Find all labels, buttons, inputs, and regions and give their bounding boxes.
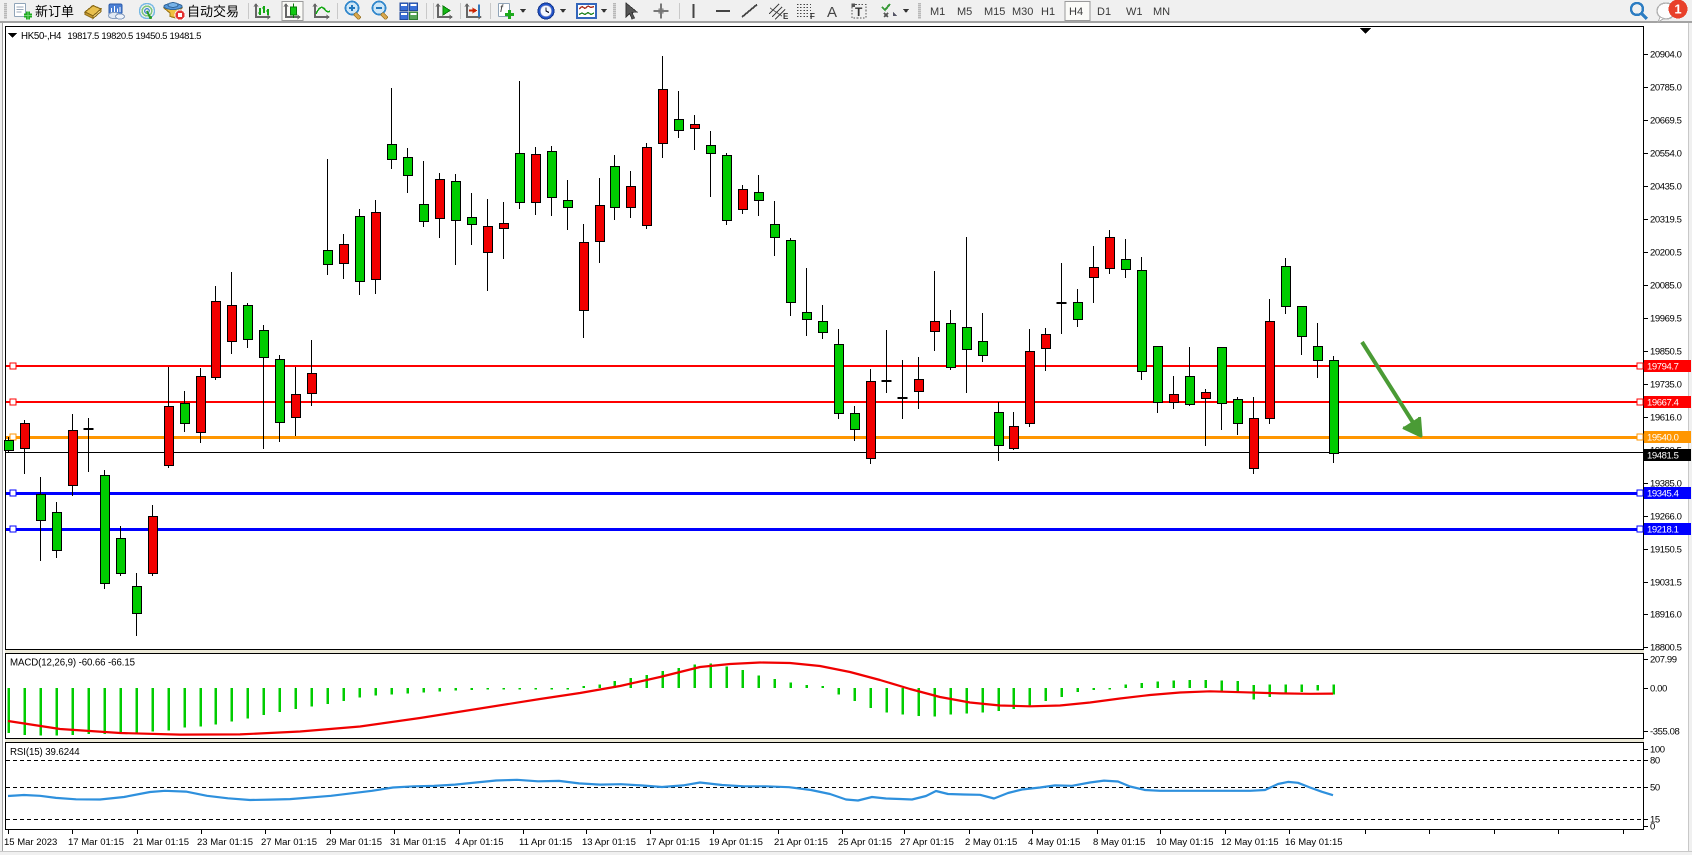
svg-text:自动交易: 自动交易 bbox=[187, 4, 239, 19]
svg-text:2 May 01:15: 2 May 01:15 bbox=[965, 837, 1017, 848]
svg-text:新订单: 新订单 bbox=[35, 4, 74, 19]
svg-text:D1: D1 bbox=[1097, 6, 1111, 18]
svg-text:4 May 01:15: 4 May 01:15 bbox=[1028, 837, 1080, 848]
svg-text:11 Apr 01:15: 11 Apr 01:15 bbox=[519, 837, 572, 848]
svg-text:10 May 01:15: 10 May 01:15 bbox=[1156, 837, 1214, 848]
svg-text:18800.5: 18800.5 bbox=[1650, 643, 1682, 654]
svg-text:W1: W1 bbox=[1126, 6, 1143, 18]
svg-text:A: A bbox=[827, 4, 837, 21]
svg-text:19266.0: 19266.0 bbox=[1650, 512, 1682, 523]
svg-text:4 Apr 01:15: 4 Apr 01:15 bbox=[455, 837, 504, 848]
svg-text:F: F bbox=[810, 12, 815, 21]
svg-text:20435.0: 20435.0 bbox=[1650, 182, 1682, 193]
svg-text:27 Apr 01:15: 27 Apr 01:15 bbox=[900, 837, 954, 848]
svg-text:19385.0: 19385.0 bbox=[1650, 479, 1682, 490]
svg-text:18916.0: 18916.0 bbox=[1650, 610, 1682, 621]
svg-text:19969.5: 19969.5 bbox=[1650, 314, 1682, 325]
svg-text:19150.5: 19150.5 bbox=[1650, 545, 1682, 556]
svg-text:0.00: 0.00 bbox=[1650, 684, 1667, 695]
svg-text:25 Apr 01:15: 25 Apr 01:15 bbox=[838, 837, 892, 848]
svg-text:12 May 01:15: 12 May 01:15 bbox=[1221, 837, 1279, 848]
svg-text:f: f bbox=[500, 4, 504, 15]
svg-text:19540.0: 19540.0 bbox=[1647, 433, 1679, 444]
svg-text:19616.0: 19616.0 bbox=[1650, 413, 1682, 424]
svg-text:15 Mar 2023: 15 Mar 2023 bbox=[4, 837, 57, 848]
svg-text:17 Apr 01:15: 17 Apr 01:15 bbox=[646, 837, 700, 848]
svg-text:19817.5: 19817.5 bbox=[67, 31, 99, 42]
svg-text:20319.5: 20319.5 bbox=[1650, 215, 1682, 226]
svg-text:19481.5: 19481.5 bbox=[1647, 451, 1679, 462]
svg-text:16 May 01:15: 16 May 01:15 bbox=[1285, 837, 1343, 848]
svg-text:20085.0: 20085.0 bbox=[1650, 281, 1682, 292]
svg-text:0: 0 bbox=[1650, 822, 1655, 833]
svg-text:20200.5: 20200.5 bbox=[1650, 248, 1682, 259]
svg-text:19820.5: 19820.5 bbox=[101, 31, 133, 42]
svg-text:MACD(12,26,9) -60.66 -66.15: MACD(12,26,9) -60.66 -66.15 bbox=[10, 658, 135, 669]
svg-text:27 Mar 01:15: 27 Mar 01:15 bbox=[261, 837, 317, 848]
svg-text:21 Mar 01:15: 21 Mar 01:15 bbox=[133, 837, 189, 848]
svg-text:21 Apr 01:15: 21 Apr 01:15 bbox=[774, 837, 828, 848]
svg-text:M30: M30 bbox=[1012, 6, 1033, 18]
svg-text:M1: M1 bbox=[930, 6, 945, 18]
svg-text:19218.1: 19218.1 bbox=[1647, 525, 1679, 536]
svg-text:HK50-,H4: HK50-,H4 bbox=[21, 31, 62, 42]
svg-text:H4: H4 bbox=[1069, 6, 1083, 18]
svg-text:19667.4: 19667.4 bbox=[1647, 398, 1679, 409]
svg-text:19850.5: 19850.5 bbox=[1650, 347, 1682, 358]
svg-text:19735.0: 19735.0 bbox=[1650, 380, 1682, 391]
svg-text:MN: MN bbox=[1153, 6, 1170, 18]
svg-text:RSI(15) 39.6244: RSI(15) 39.6244 bbox=[10, 747, 80, 758]
svg-text:80: 80 bbox=[1650, 756, 1660, 767]
svg-text:M5: M5 bbox=[957, 6, 972, 18]
svg-text:17 Mar 01:15: 17 Mar 01:15 bbox=[68, 837, 124, 848]
svg-text:20904.0: 20904.0 bbox=[1650, 50, 1682, 61]
svg-text:207.99: 207.99 bbox=[1650, 655, 1677, 666]
svg-text:20669.5: 20669.5 bbox=[1650, 116, 1682, 127]
svg-text:13 Apr 01:15: 13 Apr 01:15 bbox=[582, 837, 636, 848]
svg-text:19031.5: 19031.5 bbox=[1650, 578, 1682, 589]
svg-text:50: 50 bbox=[1650, 783, 1660, 794]
svg-text:20785.0: 20785.0 bbox=[1650, 83, 1682, 94]
svg-text:1: 1 bbox=[1674, 2, 1681, 17]
svg-text:19 Apr 01:15: 19 Apr 01:15 bbox=[709, 837, 763, 848]
svg-text:15: 15 bbox=[1650, 815, 1660, 826]
svg-text:100: 100 bbox=[1650, 745, 1665, 756]
svg-text:19794.7: 19794.7 bbox=[1647, 362, 1679, 373]
svg-text:M15: M15 bbox=[984, 6, 1005, 18]
svg-text:H1: H1 bbox=[1041, 6, 1055, 18]
svg-text:19481.5: 19481.5 bbox=[170, 31, 202, 42]
svg-text:19450.5: 19450.5 bbox=[136, 31, 168, 42]
svg-text:E: E bbox=[783, 12, 789, 21]
svg-text:20554.0: 20554.0 bbox=[1650, 149, 1682, 160]
svg-text:19345.4: 19345.4 bbox=[1647, 489, 1679, 500]
svg-text:T: T bbox=[855, 5, 863, 19]
svg-text:23 Mar 01:15: 23 Mar 01:15 bbox=[197, 837, 253, 848]
svg-text:31 Mar 01:15: 31 Mar 01:15 bbox=[390, 837, 446, 848]
svg-text:-355.08: -355.08 bbox=[1650, 727, 1680, 738]
svg-text:29 Mar 01:15: 29 Mar 01:15 bbox=[326, 837, 382, 848]
svg-text:8 May 01:15: 8 May 01:15 bbox=[1093, 837, 1145, 848]
